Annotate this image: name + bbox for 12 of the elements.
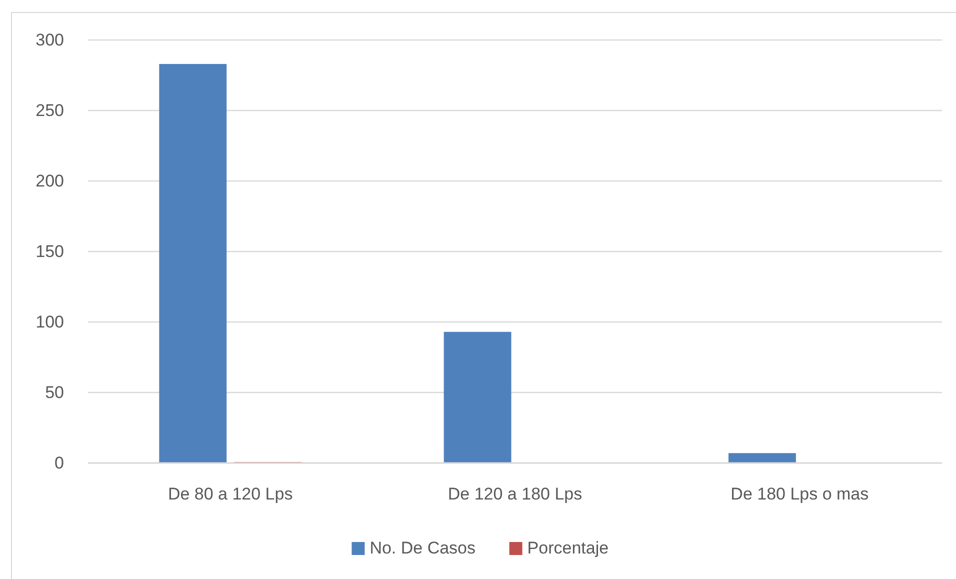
y-tick-label: 0	[54, 454, 64, 472]
x-tick-label: De 120 a 180 Lps	[448, 484, 582, 504]
y-tick-label: 200	[36, 172, 64, 190]
y-tick-label: 100	[36, 312, 64, 332]
x-tick-label: De 180 Lps o mas	[730, 484, 869, 504]
y-tick-label: 150	[36, 242, 64, 261]
y-tick-label: 50	[45, 383, 64, 402]
legend-label: Porcentaje	[527, 538, 609, 558]
legend-label: No. De Casos	[370, 538, 476, 558]
y-tick-label: 250	[36, 101, 64, 120]
y-tick-label: 300	[36, 30, 64, 50]
x-tick-label: De 80 a 120 Lps	[168, 484, 293, 504]
